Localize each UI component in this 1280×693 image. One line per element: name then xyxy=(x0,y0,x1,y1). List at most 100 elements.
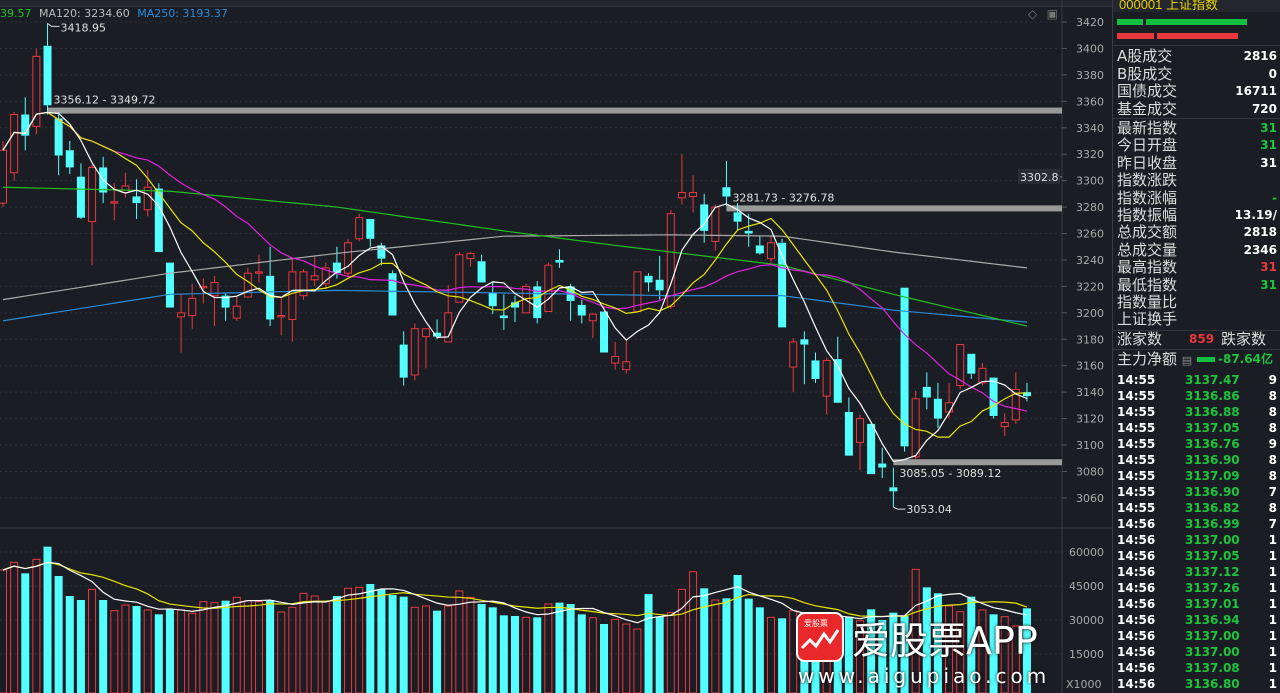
volume-bar xyxy=(633,628,642,693)
volume-bar xyxy=(0,569,7,693)
volume-bar xyxy=(76,600,85,693)
candle-body xyxy=(644,275,653,283)
candle xyxy=(900,287,909,452)
candle xyxy=(689,175,698,213)
volume-bar xyxy=(755,607,764,693)
buy-strength-bar xyxy=(1117,19,1143,25)
volume-bar xyxy=(243,600,252,693)
volume-bar xyxy=(110,610,119,693)
candle xyxy=(677,154,686,205)
tick-volume: 8 xyxy=(1268,421,1277,435)
candle-body xyxy=(254,271,263,274)
tick-volume: 7 xyxy=(1268,517,1277,531)
candle xyxy=(1011,372,1020,424)
candle-body xyxy=(421,328,430,338)
price-tick-label: 3100 xyxy=(1076,439,1104,452)
price-tick-label: 3180 xyxy=(1076,333,1104,346)
volume-bar xyxy=(388,594,397,693)
candle-body xyxy=(88,166,97,223)
low-price-label: 3053.04 xyxy=(906,503,952,516)
kline-chart[interactable]: 3420 3400 3380 3360 3340 3320 3300 3280 3260 3240… xyxy=(0,0,1112,693)
tick-time: 14:55 xyxy=(1117,485,1156,499)
volume-bar xyxy=(533,617,542,693)
price-tick-label: 3400 xyxy=(1076,42,1104,55)
volume-bar xyxy=(488,607,497,693)
volume-bar xyxy=(700,588,709,693)
tick-price: 3136.90 xyxy=(1185,453,1240,467)
tick-row: 14:56 3137.00 1 xyxy=(1117,532,1277,548)
price-tick-label: 3360 xyxy=(1076,95,1104,108)
stat-label: 指数涨跌 xyxy=(1117,171,1178,190)
candle-body xyxy=(288,271,297,320)
price-tick-label: 3120 xyxy=(1076,413,1104,426)
candle-body xyxy=(822,359,831,397)
candle xyxy=(32,48,41,135)
candle-body xyxy=(856,418,865,443)
tick-time: 14:56 xyxy=(1117,533,1156,547)
tick-row: 14:56 3137.26 1 xyxy=(1117,580,1277,596)
volume-bar xyxy=(878,620,887,693)
chart-tools: ◇ ▣ xyxy=(1028,7,1058,21)
price-tick-label: 3200 xyxy=(1076,307,1104,320)
volume-bar xyxy=(744,598,753,693)
advance-value: 859 xyxy=(1189,332,1215,346)
diamond-icon[interactable]: ◇ xyxy=(1028,7,1038,21)
stat-label: 指数振幅 xyxy=(1117,206,1178,224)
tick-time: 14:55 xyxy=(1117,405,1156,419)
volume-ma10-line xyxy=(2,561,1028,618)
volume-bar xyxy=(10,561,19,693)
price-tick-label: 3300 xyxy=(1076,175,1104,188)
candle-body xyxy=(410,328,419,376)
candle xyxy=(555,249,564,268)
quote-panel: 000001 上证指数 A股成交 2816 B股成交 0 国债成交 16711 基金成交 72… xyxy=(1112,0,1280,693)
candle xyxy=(722,160,731,206)
candle xyxy=(232,295,241,321)
tick-time: 14:56 xyxy=(1117,581,1156,595)
candle xyxy=(43,23,52,115)
candle-body xyxy=(221,295,230,308)
main-net-value: -87.64亿 xyxy=(1218,352,1273,366)
volume-bar xyxy=(199,601,208,693)
volume-bar xyxy=(121,604,130,693)
volume-bar xyxy=(778,618,787,693)
tick-price: 3137.05 xyxy=(1185,421,1240,435)
candle xyxy=(410,323,419,381)
candle-body xyxy=(188,297,197,316)
price-marker-arrow xyxy=(47,22,60,27)
volume-bar xyxy=(555,602,564,693)
volume-bar xyxy=(88,588,97,693)
candle xyxy=(377,242,386,266)
band-label: 3356.12 - 3349.72 xyxy=(54,94,156,107)
divider xyxy=(1113,349,1280,350)
candle xyxy=(844,397,853,456)
tick-volume: 1 xyxy=(1268,597,1277,611)
crosshair-price-box xyxy=(1018,168,1060,184)
volume-bar xyxy=(21,573,30,693)
tick-row: 14:55 3137.09 8 xyxy=(1117,468,1277,484)
ma10-line xyxy=(2,111,1027,438)
stat-label: 最高指数 xyxy=(1117,258,1178,277)
list-icon[interactable]: ▤ xyxy=(1181,354,1193,367)
volume-bar xyxy=(711,599,720,693)
volume-bar xyxy=(622,623,631,693)
candle-body xyxy=(332,262,341,274)
candle-body xyxy=(444,312,453,343)
tick-row: 14:55 3136.86 8 xyxy=(1117,388,1277,404)
tick-price: 3137.05 xyxy=(1185,549,1240,563)
volume-bar xyxy=(132,605,141,693)
price-tick-label: 3240 xyxy=(1076,254,1104,267)
candle-body xyxy=(544,264,553,313)
candle-body xyxy=(388,273,397,316)
candle xyxy=(76,163,85,219)
candle xyxy=(544,262,553,313)
volume-bar xyxy=(444,605,453,693)
high-price-label: 3418.95 xyxy=(61,21,107,34)
candle xyxy=(800,331,809,385)
candle-body xyxy=(577,304,586,316)
panel-toggle-icon[interactable]: ▣ xyxy=(1046,7,1058,21)
tick-volume: 1 xyxy=(1268,677,1277,691)
volume-bar xyxy=(410,606,419,693)
candle xyxy=(989,377,998,419)
candle-body xyxy=(533,286,542,319)
volume-bar xyxy=(1000,616,1009,693)
